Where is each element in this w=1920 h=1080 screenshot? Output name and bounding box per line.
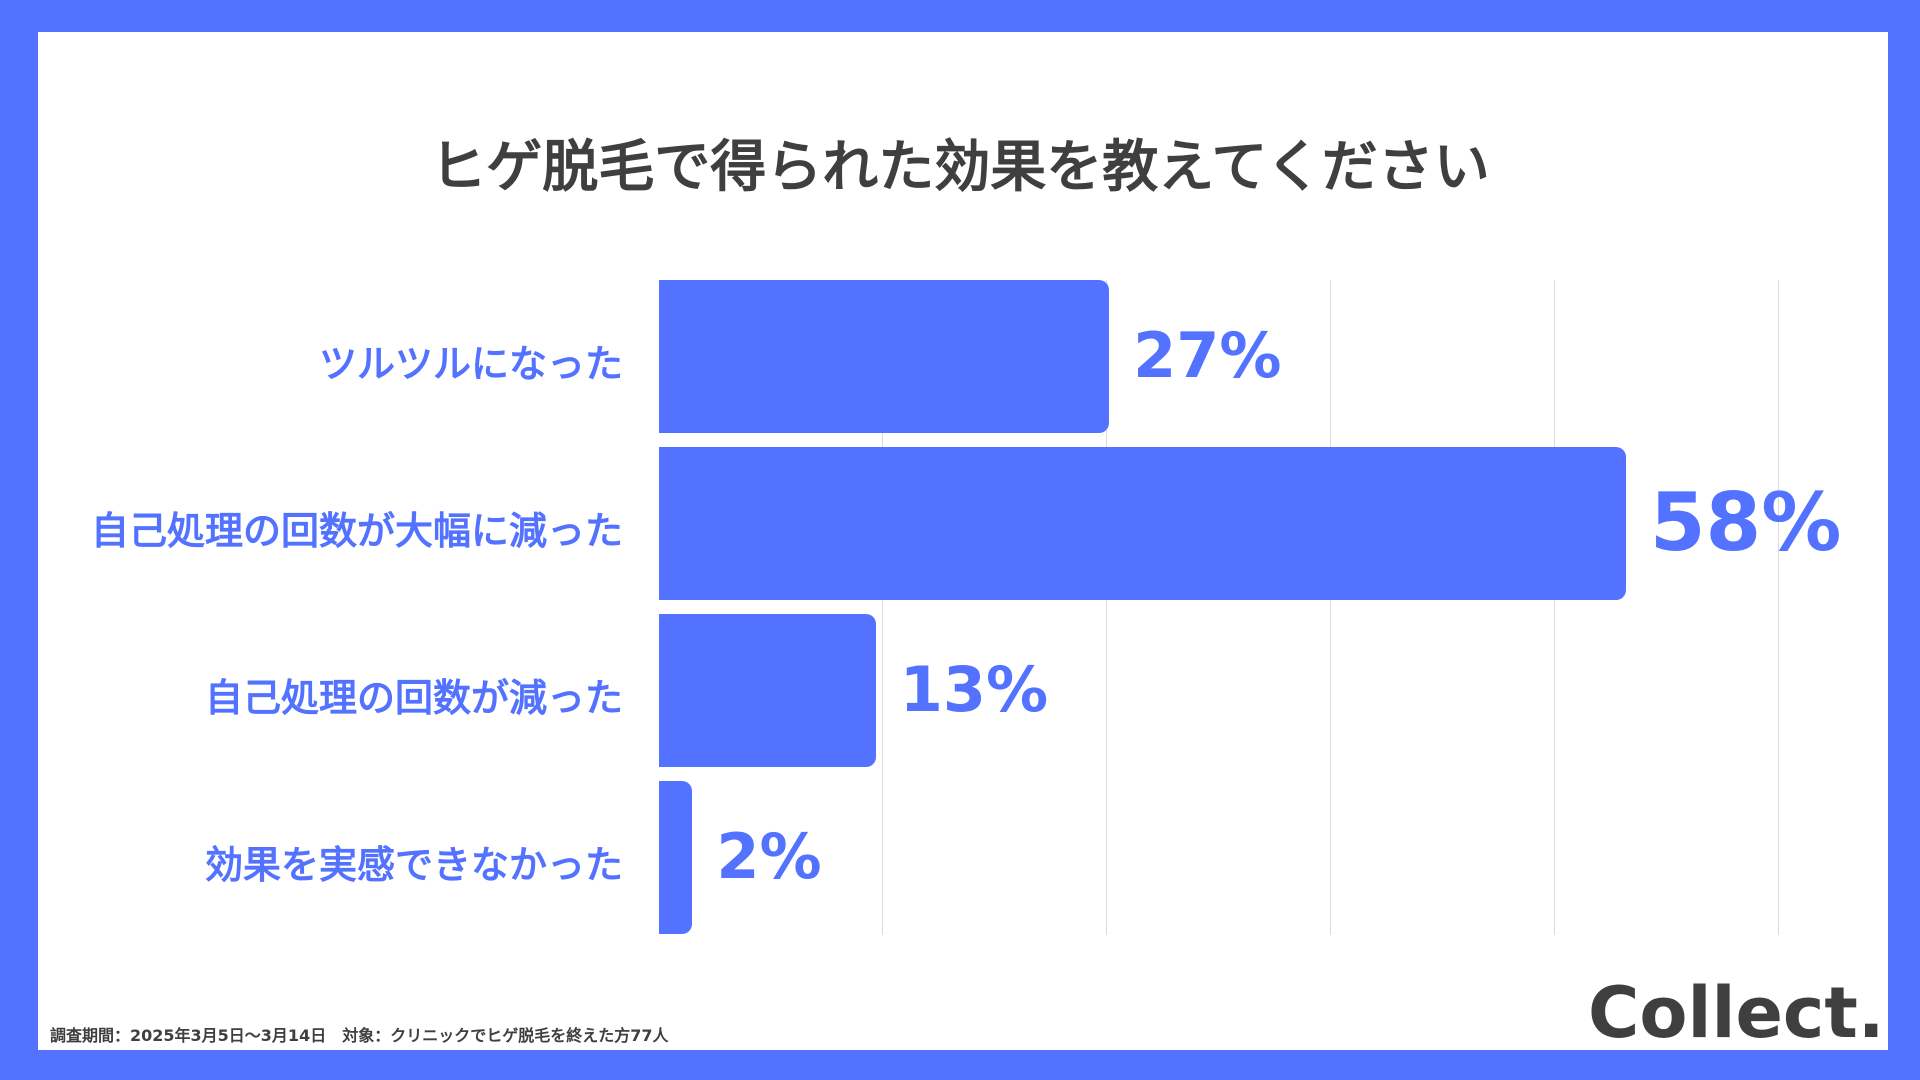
gridline bbox=[1330, 280, 1331, 935]
brand-logo: Collect. bbox=[1588, 972, 1885, 1054]
bar-3 bbox=[659, 614, 876, 767]
bar-1 bbox=[659, 280, 1110, 433]
gridline bbox=[1778, 280, 1779, 935]
survey-footnote: 調査期間：2025年3月5日〜3月14日 対象：クリニックでヒゲ脱毛を終えた方7… bbox=[50, 1026, 669, 1045]
gridline bbox=[1554, 280, 1555, 935]
bar-4 bbox=[659, 781, 693, 934]
chart-title: ヒゲ脱毛で得られた効果を教えてください bbox=[430, 135, 1490, 200]
value-label: 13% bbox=[899, 653, 1049, 727]
category-label: 自己処理の回数が大幅に減った bbox=[90, 508, 623, 553]
value-label: 58% bbox=[1649, 475, 1842, 569]
value-label: 2% bbox=[716, 820, 822, 894]
gridline bbox=[882, 280, 883, 935]
bar-2 bbox=[659, 447, 1626, 600]
value-label: 27% bbox=[1133, 319, 1282, 393]
category-label: ツルツルになった bbox=[318, 341, 623, 386]
gridline bbox=[1106, 280, 1107, 935]
category-label: 自己処理の回数が減った bbox=[204, 675, 623, 720]
category-label: 効果を実感できなかった bbox=[204, 842, 623, 887]
